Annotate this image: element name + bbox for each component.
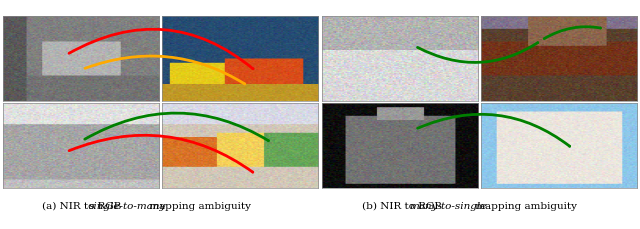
Text: mapping ambiguity: mapping ambiguity — [146, 202, 251, 211]
Text: single-to-many: single-to-many — [90, 202, 166, 211]
Text: mapping ambiguity: mapping ambiguity — [472, 202, 577, 211]
Text: (a) NIR to RGB: (a) NIR to RGB — [42, 202, 125, 211]
Text: (b) NIR to RGB: (b) NIR to RGB — [362, 202, 445, 211]
Text: many-to-single: many-to-single — [410, 202, 486, 211]
